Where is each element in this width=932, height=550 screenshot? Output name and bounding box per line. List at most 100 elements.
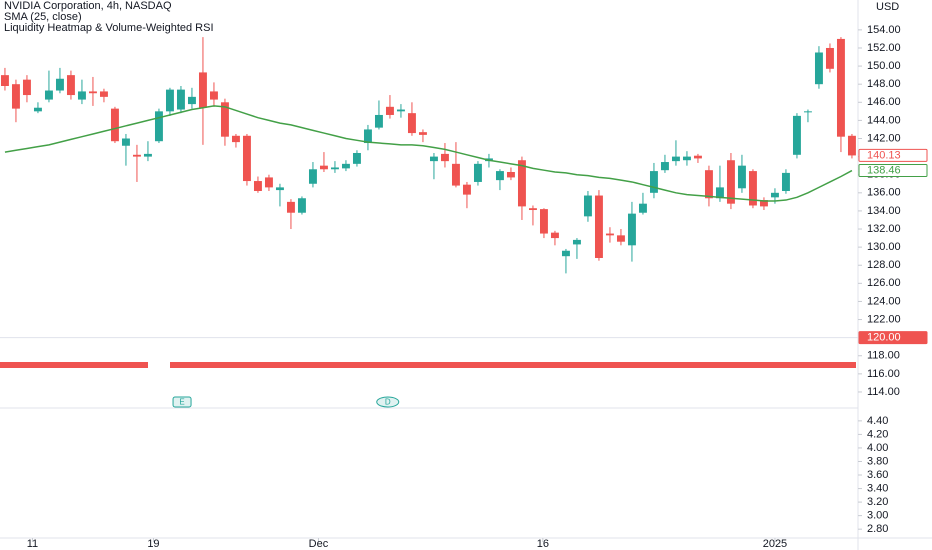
y-tick-label: 134.00: [867, 205, 901, 217]
candle-body: [22, 79, 31, 96]
price-label: 120.00: [867, 332, 901, 344]
candle-body: [187, 96, 196, 105]
candle-body: [319, 165, 328, 170]
y-tick-label: 2.80: [867, 523, 888, 535]
currency-label: USD: [876, 1, 899, 13]
y-tick-label: 154.00: [867, 24, 901, 36]
candle-body: [275, 187, 284, 191]
indicator-label: SMA (25, close): [4, 11, 82, 23]
x-tick-label: 2025: [763, 538, 787, 550]
candle-body: [682, 156, 691, 161]
candle-body: [737, 165, 746, 189]
candle-body: [407, 113, 416, 134]
y-tick-label: 122.00: [867, 313, 901, 325]
candle-body: [66, 75, 75, 96]
event-label: D: [385, 398, 391, 407]
candle-body: [165, 89, 174, 112]
candle-body: [506, 171, 515, 178]
candle-body: [143, 153, 152, 157]
y-tick-label: 152.00: [867, 42, 901, 54]
candle-body: [154, 111, 163, 142]
price-label-box: [858, 164, 928, 178]
candle-body: [352, 152, 361, 164]
x-tick-label: Dec: [309, 538, 329, 550]
candle-body: [825, 47, 834, 69]
event-marker: [376, 396, 400, 408]
candle-body: [495, 171, 504, 181]
candle-body: [528, 208, 537, 211]
y-tick-label: 128.00: [867, 259, 901, 271]
candle-body: [550, 232, 559, 239]
y-tick-label: 136.00: [867, 187, 901, 199]
candle-body: [110, 108, 119, 142]
candle-body: [220, 102, 229, 137]
y-tick-label: 142.00: [867, 132, 901, 144]
sma-line: [4, 105, 853, 202]
x-tick-label: 16: [537, 538, 549, 550]
y-tick-label: 4.00: [867, 442, 888, 454]
candle-body: [814, 52, 823, 85]
y-tick-label: 3.40: [867, 482, 888, 494]
candle-body: [616, 235, 625, 242]
heatmap-segment: [0, 362, 148, 368]
heatmap-band: [0, 362, 856, 368]
y-tick-label: 114.00: [867, 386, 900, 398]
candle-body: [836, 38, 845, 137]
y-tick-label: 126.00: [867, 277, 901, 289]
y-tick-label: 4.20: [867, 428, 888, 440]
candle-body: [121, 138, 130, 146]
candle-body: [33, 107, 42, 112]
indicator-label: Liquidity Heatmap & Volume-Weighted RSI: [4, 22, 214, 34]
candle-body: [638, 203, 647, 213]
y-tick-label: 148.00: [867, 78, 901, 90]
price-label-box: [858, 148, 928, 162]
x-tick-label: 19: [147, 538, 159, 550]
y-tick-label: 132.00: [867, 223, 901, 235]
candle-body: [0, 75, 9, 86]
candle-body: [759, 200, 768, 207]
candle-body: [198, 72, 207, 108]
candle-body: [770, 192, 779, 198]
chart-title: NVIDIA Corporation, 4h, NASDAQ: [4, 0, 172, 12]
y-tick-label: 150.00: [867, 60, 901, 72]
price-label: 140.13: [867, 149, 901, 161]
candle-body: [374, 114, 383, 128]
candle-body: [264, 177, 273, 188]
candle-body: [88, 91, 97, 94]
candle-body: [429, 156, 438, 162]
candle-body: [253, 181, 262, 192]
y-tick-label: 116.00: [867, 368, 900, 380]
candle-body: [627, 213, 636, 246]
candle-body: [330, 167, 339, 170]
candle-body: [715, 187, 724, 199]
y-tick-label: 3.60: [867, 469, 888, 481]
heatmap-segment: [170, 362, 856, 368]
event-marker: [172, 396, 192, 408]
candle-body: [99, 91, 108, 97]
candle-body: [847, 135, 856, 156]
candle-body: [308, 169, 317, 184]
candle-body: [55, 78, 64, 91]
candle-body: [693, 155, 702, 159]
candle-body: [11, 84, 20, 109]
candle-body: [792, 115, 801, 155]
candle-body: [341, 163, 350, 169]
candle-body: [396, 109, 405, 112]
candle-body: [44, 90, 53, 100]
x-tick-label: 11: [27, 538, 38, 550]
candle-body: [231, 135, 240, 143]
candle-body: [594, 195, 603, 258]
candle-body: [297, 198, 306, 213]
candle-body: [671, 156, 680, 162]
candle-body: [539, 209, 548, 234]
candle-body: [561, 250, 570, 257]
candle-body: [704, 170, 713, 199]
candle-body: [473, 163, 482, 182]
candle-body: [418, 132, 427, 135]
candle-body: [572, 239, 581, 245]
price-label: 138.46: [867, 164, 901, 176]
candle-body: [517, 160, 526, 207]
candle-body: [440, 153, 449, 162]
